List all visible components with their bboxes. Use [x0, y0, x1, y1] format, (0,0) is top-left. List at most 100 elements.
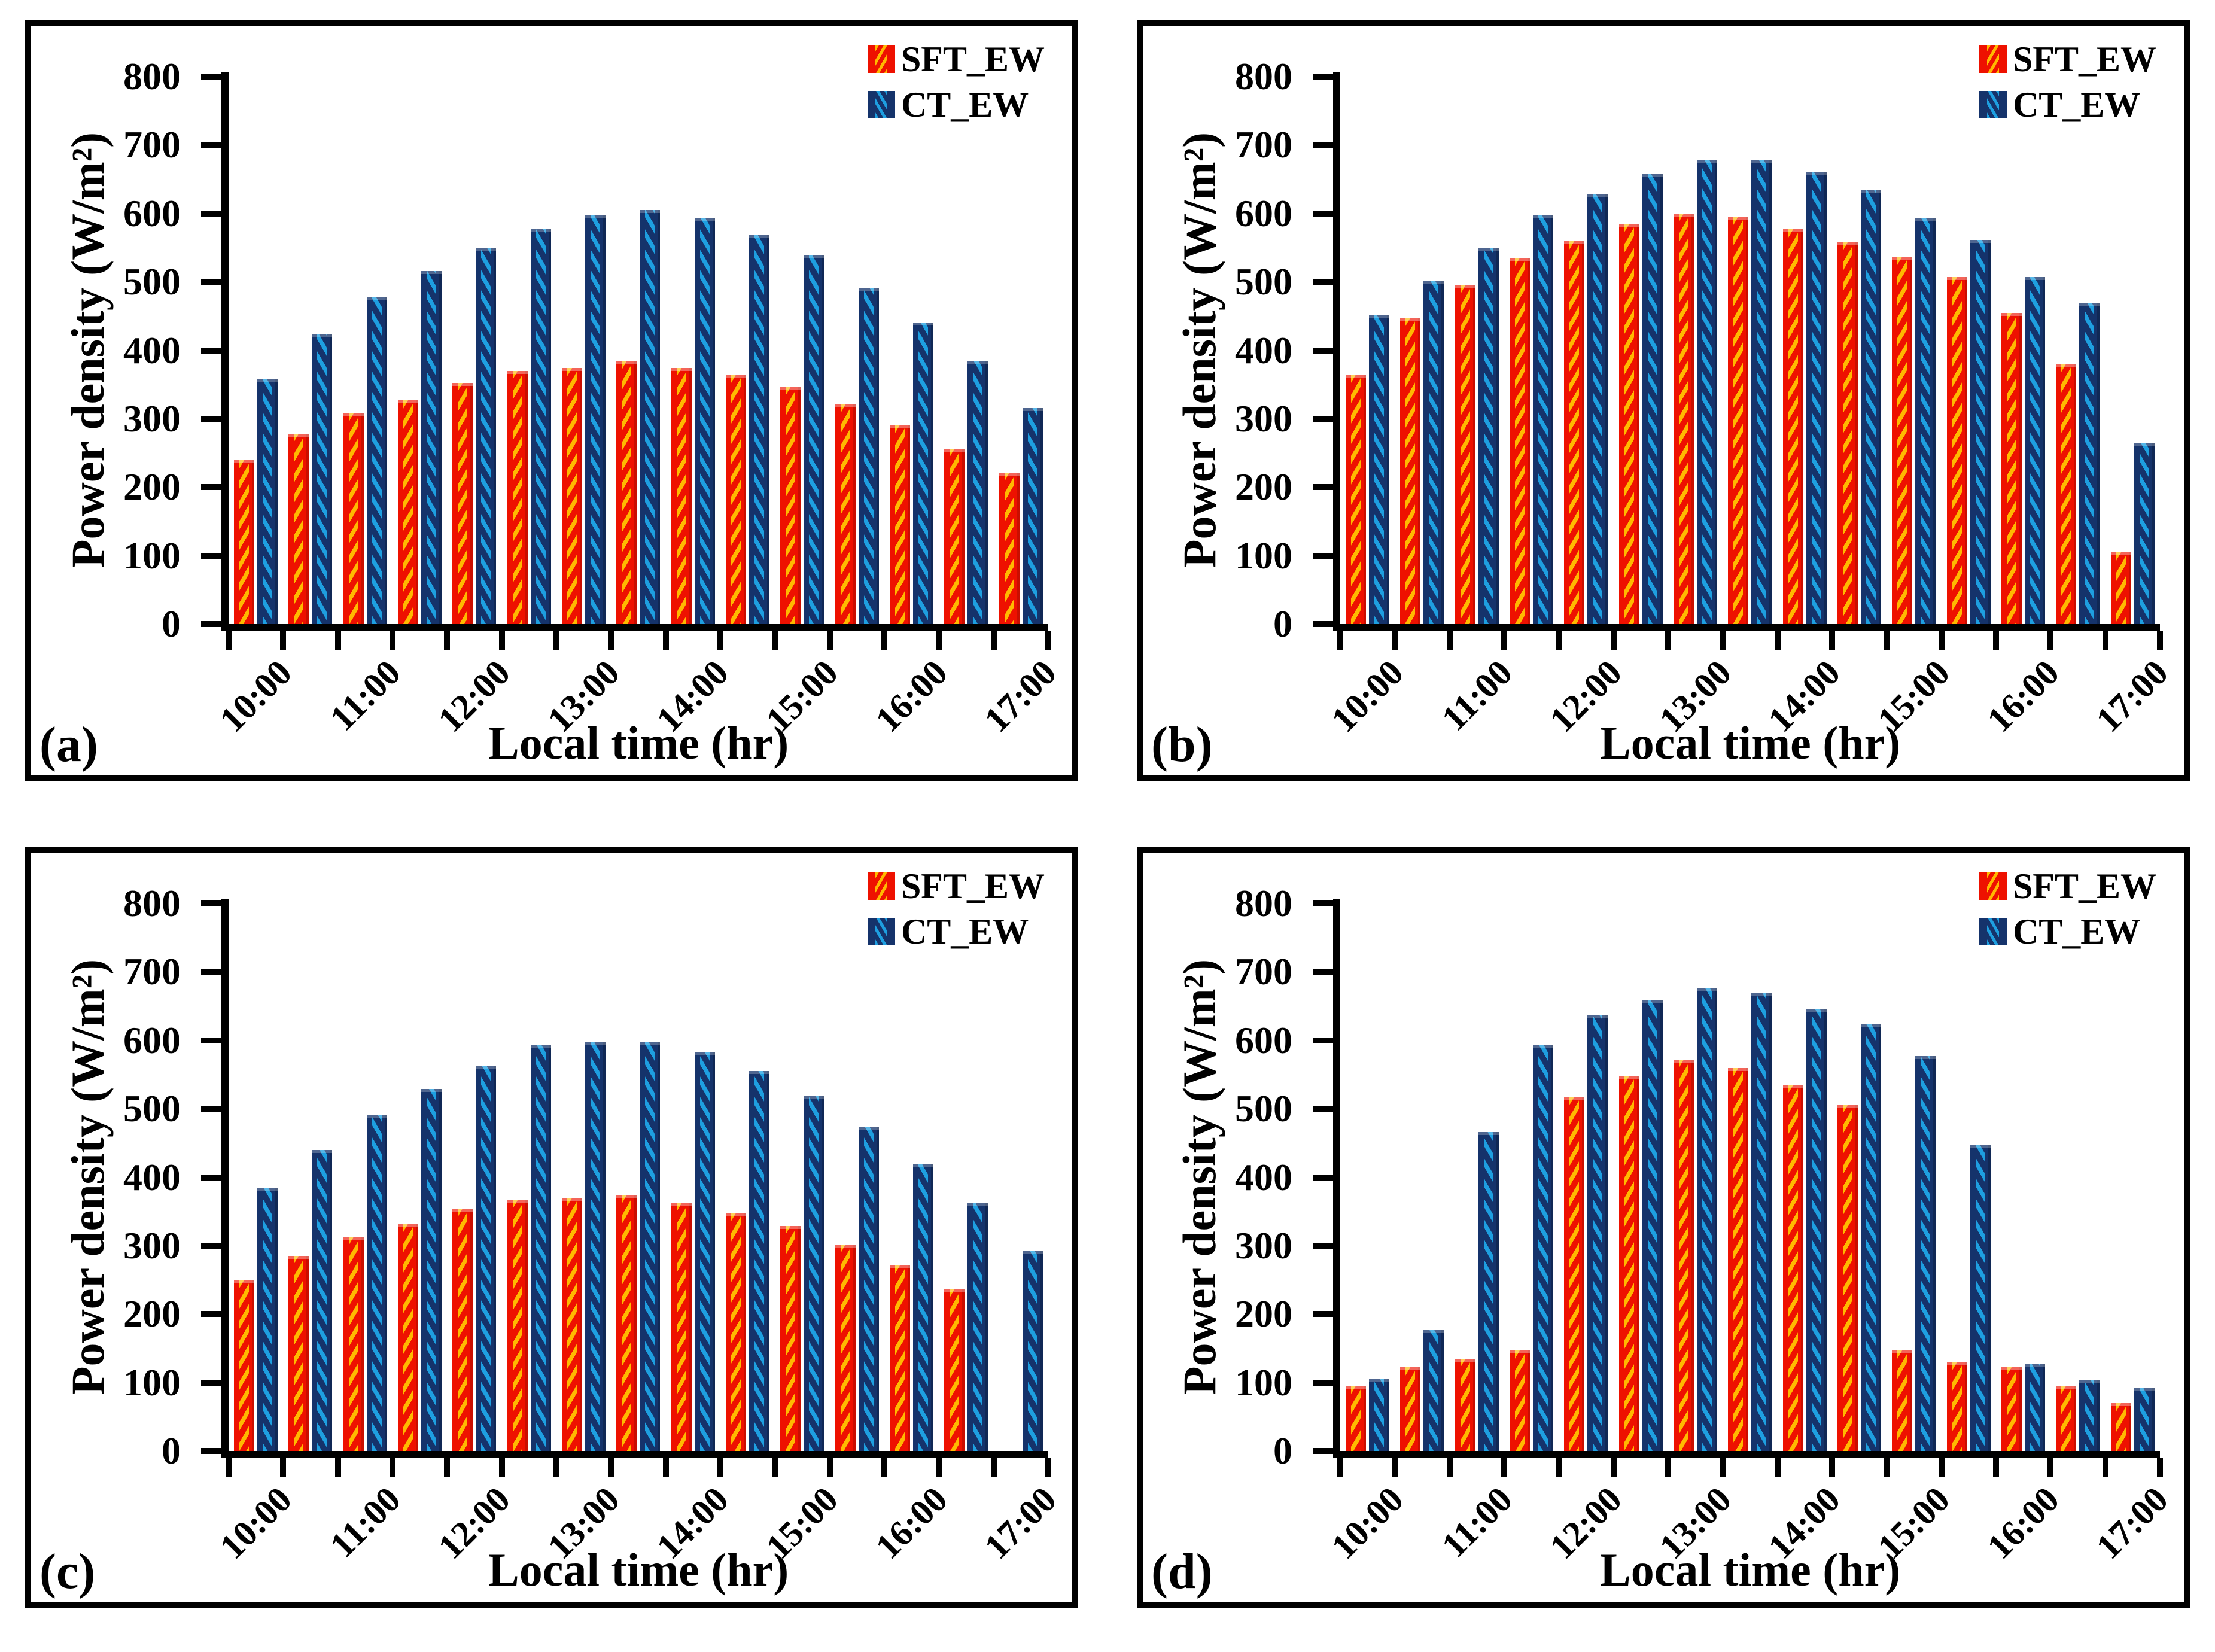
x-tick-mark — [1556, 631, 1562, 650]
bar-groups — [1340, 903, 2160, 1451]
y-tick-label-300: 300 — [123, 397, 181, 440]
legend-item-ct: CT_EW — [1979, 914, 2140, 950]
legend-label-ct: CT_EW — [900, 912, 1029, 951]
bar-group-11:00 — [1450, 903, 1504, 1451]
bar-sft_ew-14:00 — [1782, 229, 1803, 624]
legend-label-ct: CT_EW — [2012, 912, 2141, 951]
bar-ct_ew-11:30 — [421, 1088, 442, 1451]
x-tick-mark — [936, 631, 942, 650]
bar-ct_ew-11:00 — [366, 1115, 387, 1451]
bar-group-12:30 — [1614, 903, 1668, 1451]
bar-ct_ew-11:30 — [1533, 1044, 1554, 1451]
x-tick-mark — [2047, 631, 2054, 650]
x-tick-mark — [1774, 631, 1781, 650]
x-tick-mark — [717, 1458, 723, 1477]
bar-ct_ew-13:00 — [1697, 988, 1718, 1451]
bar-ct_ew-10:30 — [312, 1149, 333, 1451]
legend-label-sft: SFT_EW — [2012, 866, 2156, 906]
x-axis-title: Local time (hr) — [1599, 717, 1901, 769]
y-tick-label-700: 700 — [123, 123, 181, 166]
bar-group-16:30 — [2050, 903, 2105, 1451]
bar-ct_ew-12:30 — [1642, 174, 1663, 624]
bar-sft_ew-11:30 — [1510, 1350, 1531, 1451]
x-tick-mark — [1829, 631, 1835, 650]
bar-sft_ew-11:00 — [1455, 1358, 1475, 1451]
bar-group-12:00 — [447, 903, 501, 1451]
plot-area: 0 100 200 300 400 500 600 700 800 10:00 11:00 12:00… — [123, 55, 1064, 740]
bar-ct_ew-16:00 — [2025, 277, 2046, 624]
bar-sft_ew-13:00 — [1674, 213, 1694, 624]
x-tick-mark — [498, 631, 505, 650]
y-tick-label-300: 300 — [1235, 1224, 1292, 1267]
bar-sft_ew-10:00 — [1346, 1386, 1367, 1451]
y-tick-mark-400 — [201, 347, 221, 354]
bar-ct_ew-14:30 — [749, 1071, 770, 1451]
bar-sft_ew-13:00 — [1674, 1059, 1694, 1451]
bar-group-14:30 — [1832, 903, 1887, 1451]
bar-group-15:30 — [1942, 903, 1996, 1451]
bar-group-14:00 — [1778, 77, 1832, 624]
x-tick-mark — [390, 631, 395, 650]
x-tick-mark — [1884, 1458, 1890, 1477]
bar-group-16:00 — [1996, 77, 2050, 624]
x-tick-mark — [990, 631, 997, 650]
bar-group-13:30 — [611, 903, 665, 1451]
plot-area: 0 100 200 300 400 500 600 700 800 10:00 11:00 12:00… — [1235, 882, 2176, 1566]
bar-ct_ew-10:30 — [1423, 281, 1444, 624]
bar-sft_ew-14:00 — [671, 1203, 692, 1451]
bar-group-10:30 — [1395, 903, 1449, 1451]
bar-ct_ew-17:00 — [2134, 1387, 2155, 1451]
chart-panel-c: Power density (W/m²) 0 100 200 300 400 500 600… — [25, 847, 1078, 1608]
y-tick-mark-800 — [1313, 74, 1333, 80]
bar-ct_ew-12:00 — [476, 1066, 497, 1451]
y-tick-label-800: 800 — [123, 55, 181, 98]
y-tick-mark-0 — [201, 1448, 221, 1454]
x-tick-mark — [1337, 631, 1343, 650]
x-tick-mark — [1829, 1458, 1835, 1477]
bar-sft_ew-13:30 — [616, 361, 637, 624]
bar-sft_ew-16:00 — [890, 1265, 911, 1451]
bar-ct_ew-12:30 — [530, 228, 551, 624]
bar-group-10:30 — [283, 77, 337, 624]
bar-sft_ew-16:00 — [2001, 312, 2022, 624]
bar-ct_ew-12:30 — [530, 1045, 551, 1451]
y-tick-mark-100 — [201, 1379, 221, 1386]
bar-group-17:00 — [2106, 903, 2160, 1451]
y-tick-label-0: 0 — [162, 603, 181, 645]
bar-ct_ew-17:00 — [2134, 442, 2155, 624]
x-tick-mark — [1720, 1458, 1726, 1477]
bar-ct_ew-14:00 — [1806, 171, 1827, 624]
bar-sft_ew-12:30 — [507, 370, 528, 624]
y-tick-label-100: 100 — [1235, 1361, 1292, 1404]
bar-sft_ew-12:30 — [1618, 223, 1639, 624]
y-tick-label-400: 400 — [123, 1155, 181, 1198]
legend-swatch-ct — [1979, 918, 2007, 945]
x-axis-line — [1333, 624, 2160, 631]
y-tick-label-200: 200 — [1235, 466, 1292, 509]
y-tick-label-300: 300 — [1235, 397, 1292, 440]
x-tick-mark — [1938, 631, 1945, 650]
bar-ct_ew-11:30 — [1533, 215, 1554, 624]
x-tick-mark — [280, 1458, 287, 1477]
bar-sft_ew-10:30 — [288, 1256, 309, 1451]
bar-group-10:30 — [283, 903, 337, 1451]
bar-group-11:00 — [338, 903, 393, 1451]
x-tick-mark — [608, 1458, 614, 1477]
legend: SFT_EW CT_EW — [867, 868, 1045, 951]
bar-sft_ew-13:00 — [562, 368, 583, 624]
x-tick-mark — [1045, 631, 1051, 650]
legend: SFT_EW CT_EW — [1979, 41, 2156, 123]
bar-ct_ew-17:00 — [1022, 1250, 1043, 1451]
bar-sft_ew-17:00 — [2110, 1402, 2131, 1451]
bar-groups — [229, 77, 1048, 624]
y-tick-mark-700 — [201, 969, 221, 975]
bar-sft_ew-15:00 — [780, 387, 801, 624]
bar-ct_ew-14:00 — [694, 1052, 715, 1451]
x-tick-mark — [772, 1458, 778, 1477]
legend-label-ct: CT_EW — [900, 85, 1029, 124]
y-tick-mark-600 — [201, 1037, 221, 1043]
y-tick-label-0: 0 — [162, 1429, 181, 1472]
bar-group-16:00 — [884, 77, 939, 624]
y-tick-mark-300 — [1313, 415, 1333, 422]
legend: SFT_EW CT_EW — [1979, 868, 2156, 950]
